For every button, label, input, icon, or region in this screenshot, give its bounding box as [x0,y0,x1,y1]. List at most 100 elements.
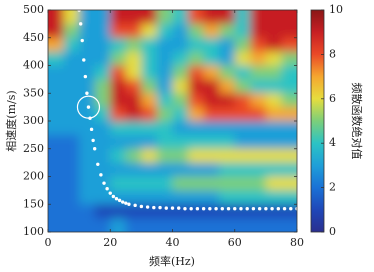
heat-cell [125,134,142,150]
heat-cell [48,121,65,136]
heat-cell [265,162,282,177]
heat-cell [188,176,205,191]
heat-cell [281,37,297,53]
heat-cell [250,162,267,177]
heat-cell [281,93,297,108]
heat-cell [94,37,111,53]
heat-cell [79,204,96,219]
heat-cell [250,107,267,122]
curve-point [85,91,89,95]
curve-point [170,206,175,210]
heat-cell [188,218,205,232]
heat-cell [188,51,205,66]
heat-cell [94,148,111,164]
colorbar-tick-label: 8 [329,47,336,60]
heat-cell [172,65,189,80]
heat-cell [156,218,173,232]
x-tick-label: 40 [166,236,180,249]
heat-cell [234,51,251,66]
curve-point [201,206,206,211]
heat-cell [203,162,220,177]
curve-point [105,187,109,191]
heat-cell [203,134,220,150]
heat-cell [281,107,297,122]
heat-cell [141,148,158,164]
heat-cell [79,218,96,232]
heat-cell [125,65,142,80]
heat-cell [188,121,205,136]
heat-cell [172,148,189,164]
heat-cell [234,218,251,232]
heat-cell [79,79,96,94]
curve-point [158,205,162,210]
heat-cell [63,176,80,191]
curve-point [289,206,293,211]
heat-cell [94,79,111,94]
curve-point [80,38,84,43]
y-tick-label: 250 [23,142,44,155]
curve-point [226,206,231,211]
heat-cell [48,148,65,164]
heat-cell [172,190,189,205]
heat-cell [125,218,142,232]
heat-cell [110,93,127,108]
heat-cell [265,107,282,122]
heat-cell [234,134,251,150]
heat-cell [156,93,173,108]
curve-point [233,206,237,211]
x-axis-label: 频率(Hz) [149,254,195,268]
heat-cell [172,107,189,122]
heat-cell [203,37,220,53]
heat-cell [219,65,236,80]
y-tick-label: 400 [23,59,44,72]
heat-cell [48,37,65,53]
heat-cell [234,121,251,136]
heat-cell [125,190,142,205]
heat-cell [125,37,142,53]
curve-point [83,74,88,79]
heat-cell [156,51,173,66]
heat-cell [281,23,297,39]
heat-cell [125,204,142,219]
heat-cell [63,37,80,53]
heat-cell [110,162,127,177]
heat-cell [79,148,96,164]
heat-cell [141,37,158,53]
y-tick-label: 200 [23,170,44,183]
colorbar [310,9,325,233]
heat-cell [265,79,282,94]
heat-cell [219,218,236,232]
heat-cell [48,190,65,205]
heat-cell [219,162,236,177]
heat-cell [250,134,267,150]
heat-cell [141,176,158,191]
heat-cell [125,93,142,108]
heat-cell [281,218,297,232]
heat-cell [63,93,80,108]
curve-point [121,200,125,204]
heat-cell [203,190,220,205]
heat-cell [125,23,142,39]
curve-point [177,206,181,210]
heat-cell [203,10,220,25]
heat-cell [63,107,80,122]
heat-cell [250,176,267,191]
heat-cell [110,37,127,53]
heat-cell [203,23,220,39]
x-tick-label: 0 [45,236,52,249]
heat-cell [188,65,205,80]
curve-point [111,194,116,199]
curve-point [183,206,187,211]
curve-point [164,206,168,210]
heat-cell [265,65,282,80]
curve-point [96,162,100,166]
heat-cell [172,93,189,108]
heat-cell [219,134,236,150]
heat-cell [281,134,297,150]
heat-cell [156,37,173,53]
heat-cell [141,190,158,205]
heat-cell [281,121,297,136]
heat-cell [94,190,111,205]
x-tick-label: 20 [103,236,117,249]
